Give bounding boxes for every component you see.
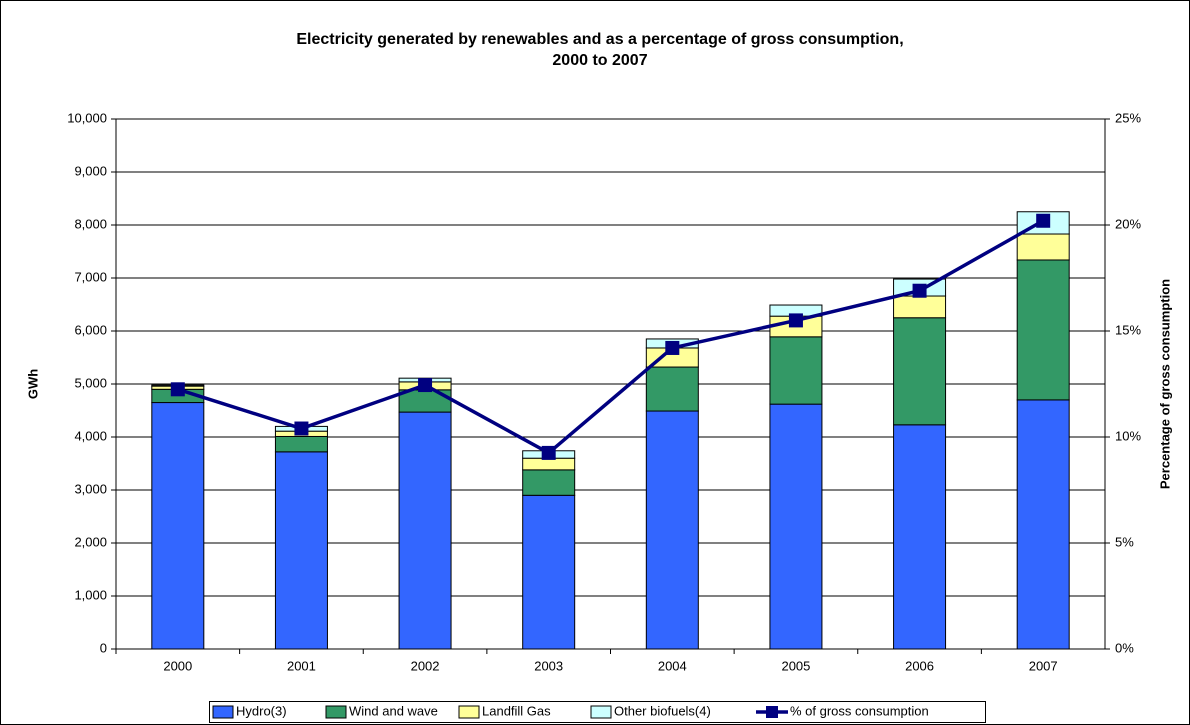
y-tick-label: 5,000 — [74, 375, 107, 390]
line-marker — [294, 421, 309, 436]
line-marker — [665, 340, 680, 355]
x-tick-label: 2007 — [1029, 658, 1058, 673]
line-marker — [170, 382, 185, 397]
bar-segment — [1016, 259, 1070, 401]
legend-swatch — [325, 705, 347, 719]
bar-segment — [274, 435, 328, 453]
legend-swatch — [212, 705, 234, 719]
bar-segment — [1016, 233, 1070, 261]
y2-tick-label: 15% — [1115, 322, 1141, 337]
y-tick-label: 1,000 — [74, 587, 107, 602]
x-tick-label: 2002 — [411, 658, 440, 673]
bar-segment — [645, 366, 699, 412]
bar-segment — [522, 457, 576, 471]
x-tick-label: 2000 — [163, 658, 192, 673]
bar-segment — [769, 336, 823, 405]
legend-swatch — [590, 705, 612, 719]
y-tick-label: 7,000 — [74, 269, 107, 284]
chart-title: 2000 to 2007 — [552, 52, 647, 69]
line-marker — [1036, 213, 1051, 228]
legend-marker — [766, 706, 778, 718]
bar-segment — [769, 403, 823, 650]
y2-tick-label: 5% — [1115, 534, 1134, 549]
legend-label: Landfill Gas — [482, 703, 551, 718]
line-marker — [788, 313, 803, 328]
bar-segment — [274, 451, 328, 650]
line — [177, 219, 1045, 456]
chart-title: Electricity generated by renewables and … — [296, 31, 903, 48]
y-tick-label: 0 — [100, 640, 107, 655]
bar-segment — [522, 469, 576, 496]
y-tick-label: 4,000 — [74, 428, 107, 443]
y-axis-label: GWh — [25, 369, 40, 399]
bar-segment — [645, 410, 699, 650]
y-tick-label: 6,000 — [74, 322, 107, 337]
y-tick-label: 8,000 — [74, 216, 107, 231]
y2-tick-label: 25% — [1115, 110, 1141, 125]
bar-segment — [398, 411, 452, 650]
legend-label: Other biofuels(4) — [614, 703, 711, 718]
line-marker — [912, 283, 927, 298]
bar-segment — [151, 402, 205, 650]
x-tick-label: 2001 — [287, 658, 316, 673]
y2-axis-label: Percentage of gross consumption — [1157, 279, 1172, 489]
line-marker — [418, 378, 433, 393]
y-tick-label: 9,000 — [74, 163, 107, 178]
y-tick-label: 2,000 — [74, 534, 107, 549]
bar-segment — [1016, 399, 1070, 650]
legend-swatch — [458, 705, 480, 719]
line-marker — [541, 445, 556, 460]
legend-label: % of gross consumption — [790, 703, 929, 718]
y2-tick-label: 20% — [1115, 216, 1141, 231]
bar-segment — [893, 317, 947, 426]
bar-segment — [522, 494, 576, 650]
y-tick-label: 3,000 — [74, 481, 107, 496]
x-tick-label: 2006 — [905, 658, 934, 673]
y2-tick-label: 0% — [1115, 640, 1134, 655]
bar-segment — [893, 295, 947, 319]
legend-label: Hydro(3) — [236, 703, 287, 718]
legend-label: Wind and wave — [349, 703, 438, 718]
bar-segment — [893, 424, 947, 650]
x-tick-label: 2005 — [781, 658, 810, 673]
y2-tick-label: 10% — [1115, 428, 1141, 443]
y-tick-label: 10,000 — [67, 110, 107, 125]
x-tick-label: 2004 — [658, 658, 687, 673]
x-tick-label: 2003 — [534, 658, 563, 673]
